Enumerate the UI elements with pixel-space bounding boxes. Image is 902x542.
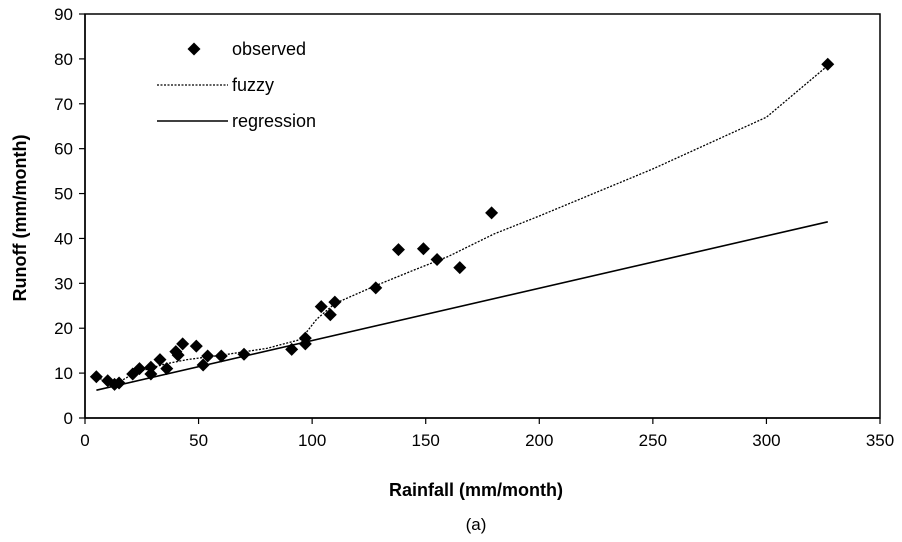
data-point-observed — [89, 370, 103, 384]
data-point-observed — [214, 349, 228, 363]
x-tick-label: 50 — [189, 431, 208, 450]
data-point-observed — [112, 376, 126, 390]
data-point-observed — [144, 367, 158, 381]
y-tick-label: 10 — [54, 364, 73, 383]
x-tick-label: 350 — [866, 431, 894, 450]
data-point-observed — [485, 206, 499, 220]
series-layer — [89, 57, 835, 391]
x-axis-title: Rainfall (mm/month) — [389, 480, 563, 500]
data-point-observed — [189, 339, 203, 353]
data-point-observed — [237, 347, 251, 361]
y-axis-title: Runoff (mm/month) — [10, 135, 30, 302]
data-point-observed — [176, 337, 190, 351]
y-tick-label: 30 — [54, 274, 73, 293]
legend-label-regression: regression — [232, 111, 316, 131]
y-tick-label: 80 — [54, 50, 73, 69]
data-point-observed — [285, 342, 299, 356]
series-line-fuzzy — [96, 65, 829, 383]
y-tick-label: 60 — [54, 140, 73, 159]
y-tick-label: 50 — [54, 185, 73, 204]
legend-marker-observed — [187, 42, 201, 56]
x-tick-label: 150 — [412, 431, 440, 450]
data-point-observed — [171, 348, 185, 362]
y-tick-label: 0 — [64, 409, 73, 428]
data-point-observed — [416, 242, 430, 256]
data-point-observed — [298, 337, 312, 351]
x-tick-label: 100 — [298, 431, 326, 450]
data-point-observed — [430, 253, 444, 267]
data-point-observed — [201, 349, 215, 363]
x-tick-label: 250 — [639, 431, 667, 450]
data-point-observed — [144, 360, 158, 374]
data-point-observed — [328, 295, 342, 309]
x-tick-label: 300 — [752, 431, 780, 450]
series-line-regression — [96, 221, 828, 391]
y-tick-label: 90 — [54, 5, 73, 24]
data-point-observed — [369, 281, 383, 295]
data-point-observed — [391, 243, 405, 257]
legend-label-observed: observed — [232, 39, 306, 59]
data-point-observed — [453, 261, 467, 275]
data-point-observed — [133, 362, 147, 376]
x-ticks: 0 50 100 150 200 250 300 350 — [80, 418, 894, 450]
y-tick-label: 40 — [54, 229, 73, 248]
y-tick-label: 70 — [54, 95, 73, 114]
legend: observed fuzzy regression — [157, 39, 316, 131]
y-tick-label: 20 — [54, 319, 73, 338]
axes: 0 50 100 150 200 250 300 350 0 10 20 30 40 50 60 70 80 9… — [54, 5, 894, 450]
data-point-observed — [314, 300, 328, 314]
data-point-observed — [160, 362, 174, 376]
data-point-observed — [196, 358, 210, 372]
data-point-observed — [323, 308, 337, 322]
x-tick-label: 0 — [80, 431, 89, 450]
y-ticks: 0 10 20 30 40 50 60 70 80 90 — [54, 5, 85, 428]
data-point-observed — [821, 57, 835, 71]
x-tick-label: 200 — [525, 431, 553, 450]
legend-label-fuzzy: fuzzy — [232, 75, 274, 95]
data-point-observed — [153, 353, 167, 367]
figure-caption: (a) — [466, 515, 487, 534]
